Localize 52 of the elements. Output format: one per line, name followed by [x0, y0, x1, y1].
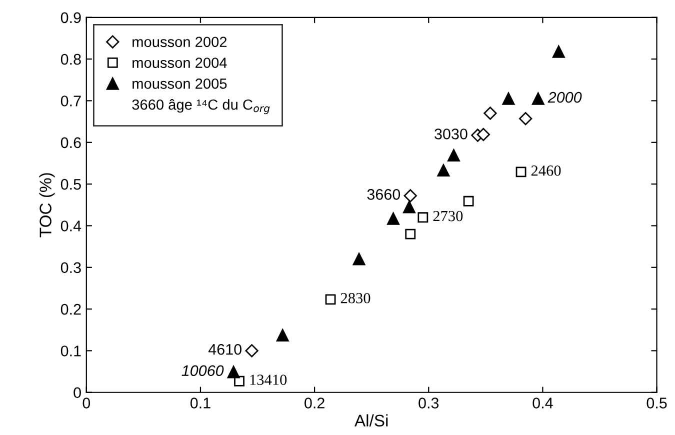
y-tick-label: 0	[74, 387, 81, 398]
annotation: 2000	[548, 92, 582, 103]
annotation: 2830	[340, 292, 370, 304]
point	[352, 252, 366, 266]
x-tick-label: 0.1	[190, 398, 210, 408]
annotation: 3030	[434, 128, 468, 140]
point	[552, 45, 565, 58]
y-tick-label: 0.9	[60, 12, 81, 24]
y-axis-title: TOC (%)	[39, 173, 55, 238]
annotation: 2460	[531, 165, 561, 176]
x-tick-label: 0.2	[304, 398, 324, 408]
annotation: 3660 âge ¹⁴C du C$_{org}$	[132, 99, 270, 114]
annotation: 3660	[367, 189, 400, 200]
x-axis-title: Al/Si	[354, 414, 388, 426]
legend-label: mousson 2005	[132, 78, 227, 89]
point	[387, 212, 400, 225]
point	[245, 344, 258, 358]
x-tick-label: 0.5	[646, 398, 667, 408]
annotation: 10060	[182, 365, 224, 376]
y-tick-label: 0.7	[60, 96, 81, 106]
point	[405, 228, 416, 240]
legend-label: mousson 2004	[132, 58, 227, 68]
annotation: 13410	[250, 374, 287, 385]
y-tick-label: 0.3	[60, 262, 81, 274]
point	[519, 112, 532, 126]
x-tick-label: 0.3	[418, 398, 439, 408]
point	[437, 164, 450, 177]
x-tick-label: 0	[82, 398, 90, 408]
legend-label: mousson 2002	[132, 36, 227, 48]
y-tick-label: 0.8	[60, 54, 81, 65]
point	[234, 376, 244, 386]
y-tick-label: 0.4	[60, 220, 82, 232]
point	[404, 189, 417, 202]
y-tick-label: 0.5	[60, 178, 81, 190]
point	[484, 106, 497, 120]
point	[402, 200, 416, 214]
point	[476, 128, 490, 142]
annotation: 4610	[208, 344, 242, 355]
point	[502, 92, 515, 105]
y-tick-label: 0.6	[60, 137, 81, 148]
point	[325, 294, 336, 305]
point	[447, 149, 460, 162]
x-tick-label: 0.4	[532, 398, 553, 408]
y-tick-label: 0.1	[60, 346, 81, 356]
point	[418, 212, 428, 223]
point	[227, 366, 240, 378]
point	[463, 196, 474, 206]
point	[276, 329, 289, 342]
point	[532, 92, 544, 105]
y-tick-label: 0.2	[60, 304, 81, 315]
annotation: 2730	[433, 210, 463, 222]
point	[516, 166, 526, 178]
